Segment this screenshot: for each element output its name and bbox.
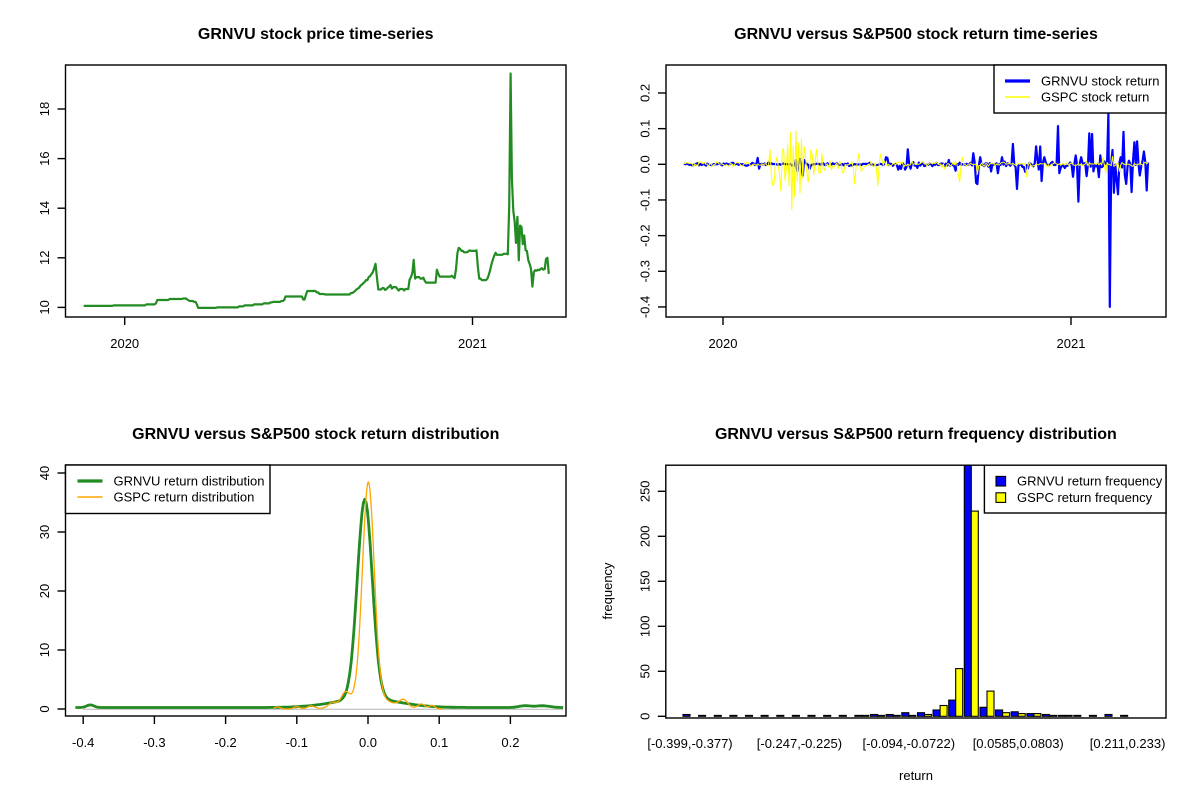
svg-text:10: 10 [37, 300, 52, 314]
svg-text:GSPC return distribution: GSPC return distribution [114, 490, 255, 505]
svg-text:GRNVU versus S&P500 stock retu: GRNVU versus S&P500 stock return distrib… [132, 426, 499, 443]
svg-text:250: 250 [637, 480, 652, 502]
svg-text:2021: 2021 [1057, 336, 1086, 351]
svg-text:0: 0 [37, 705, 52, 712]
svg-text:GRNVU versus S&P500 stock retu: GRNVU versus S&P500 stock return time-se… [734, 26, 1098, 43]
svg-text:GSPC stock return: GSPC stock return [1041, 90, 1149, 105]
svg-text:16: 16 [37, 151, 52, 165]
svg-text:10: 10 [37, 643, 52, 657]
svg-text:-0.4: -0.4 [72, 735, 94, 750]
svg-text:[0.211,0.233): [0.211,0.233) [1090, 736, 1166, 751]
svg-text:0.1: 0.1 [430, 735, 448, 750]
svg-text:0.2: 0.2 [638, 84, 653, 102]
svg-text:-0.3: -0.3 [638, 260, 653, 282]
svg-text:0: 0 [637, 713, 652, 720]
svg-text:0.0: 0.0 [359, 735, 377, 750]
svg-text:18: 18 [37, 102, 52, 116]
svg-text:[0.0585,0.0803): [0.0585,0.0803) [973, 736, 1064, 751]
svg-text:100: 100 [637, 615, 652, 637]
svg-text:30: 30 [37, 525, 52, 539]
svg-text:[-0.399,-0.377): [-0.399,-0.377) [647, 736, 732, 751]
svg-text:-0.4: -0.4 [638, 296, 653, 318]
svg-text:GSPC return frequency: GSPC return frequency [1017, 490, 1153, 505]
svg-text:frequency: frequency [600, 562, 615, 620]
svg-text:2020: 2020 [110, 336, 139, 351]
svg-text:150: 150 [637, 570, 652, 592]
svg-text:20: 20 [37, 584, 52, 598]
svg-text:50: 50 [637, 664, 652, 678]
svg-text:-0.2: -0.2 [214, 735, 236, 750]
svg-text:return: return [899, 768, 933, 783]
svg-text:12: 12 [37, 251, 52, 265]
svg-text:40: 40 [37, 466, 52, 480]
svg-text:2021: 2021 [458, 336, 487, 351]
svg-text:0.1: 0.1 [638, 120, 653, 138]
svg-text:-0.3: -0.3 [143, 735, 165, 750]
svg-text:GRNVU return frequency: GRNVU return frequency [1017, 474, 1163, 489]
svg-text:GRNVU stock price time-series: GRNVU stock price time-series [198, 26, 434, 43]
svg-text:GRNVU versus S&P500 return fre: GRNVU versus S&P500 return frequency dis… [715, 426, 1117, 443]
svg-text:-0.1: -0.1 [638, 189, 653, 211]
svg-text:2020: 2020 [709, 336, 738, 351]
svg-text:200: 200 [637, 525, 652, 547]
svg-text:-0.2: -0.2 [638, 224, 653, 246]
svg-text:[-0.247,-0.225): [-0.247,-0.225) [757, 736, 842, 751]
svg-text:-0.1: -0.1 [286, 735, 308, 750]
svg-text:14: 14 [37, 201, 52, 215]
svg-text:0.0: 0.0 [638, 155, 653, 173]
svg-text:0.2: 0.2 [501, 735, 519, 750]
svg-text:GRNVU stock return: GRNVU stock return [1041, 74, 1159, 89]
svg-text:GRNVU return distribution: GRNVU return distribution [114, 474, 265, 489]
svg-text:[-0.094,-0.0722): [-0.094,-0.0722) [863, 736, 956, 751]
